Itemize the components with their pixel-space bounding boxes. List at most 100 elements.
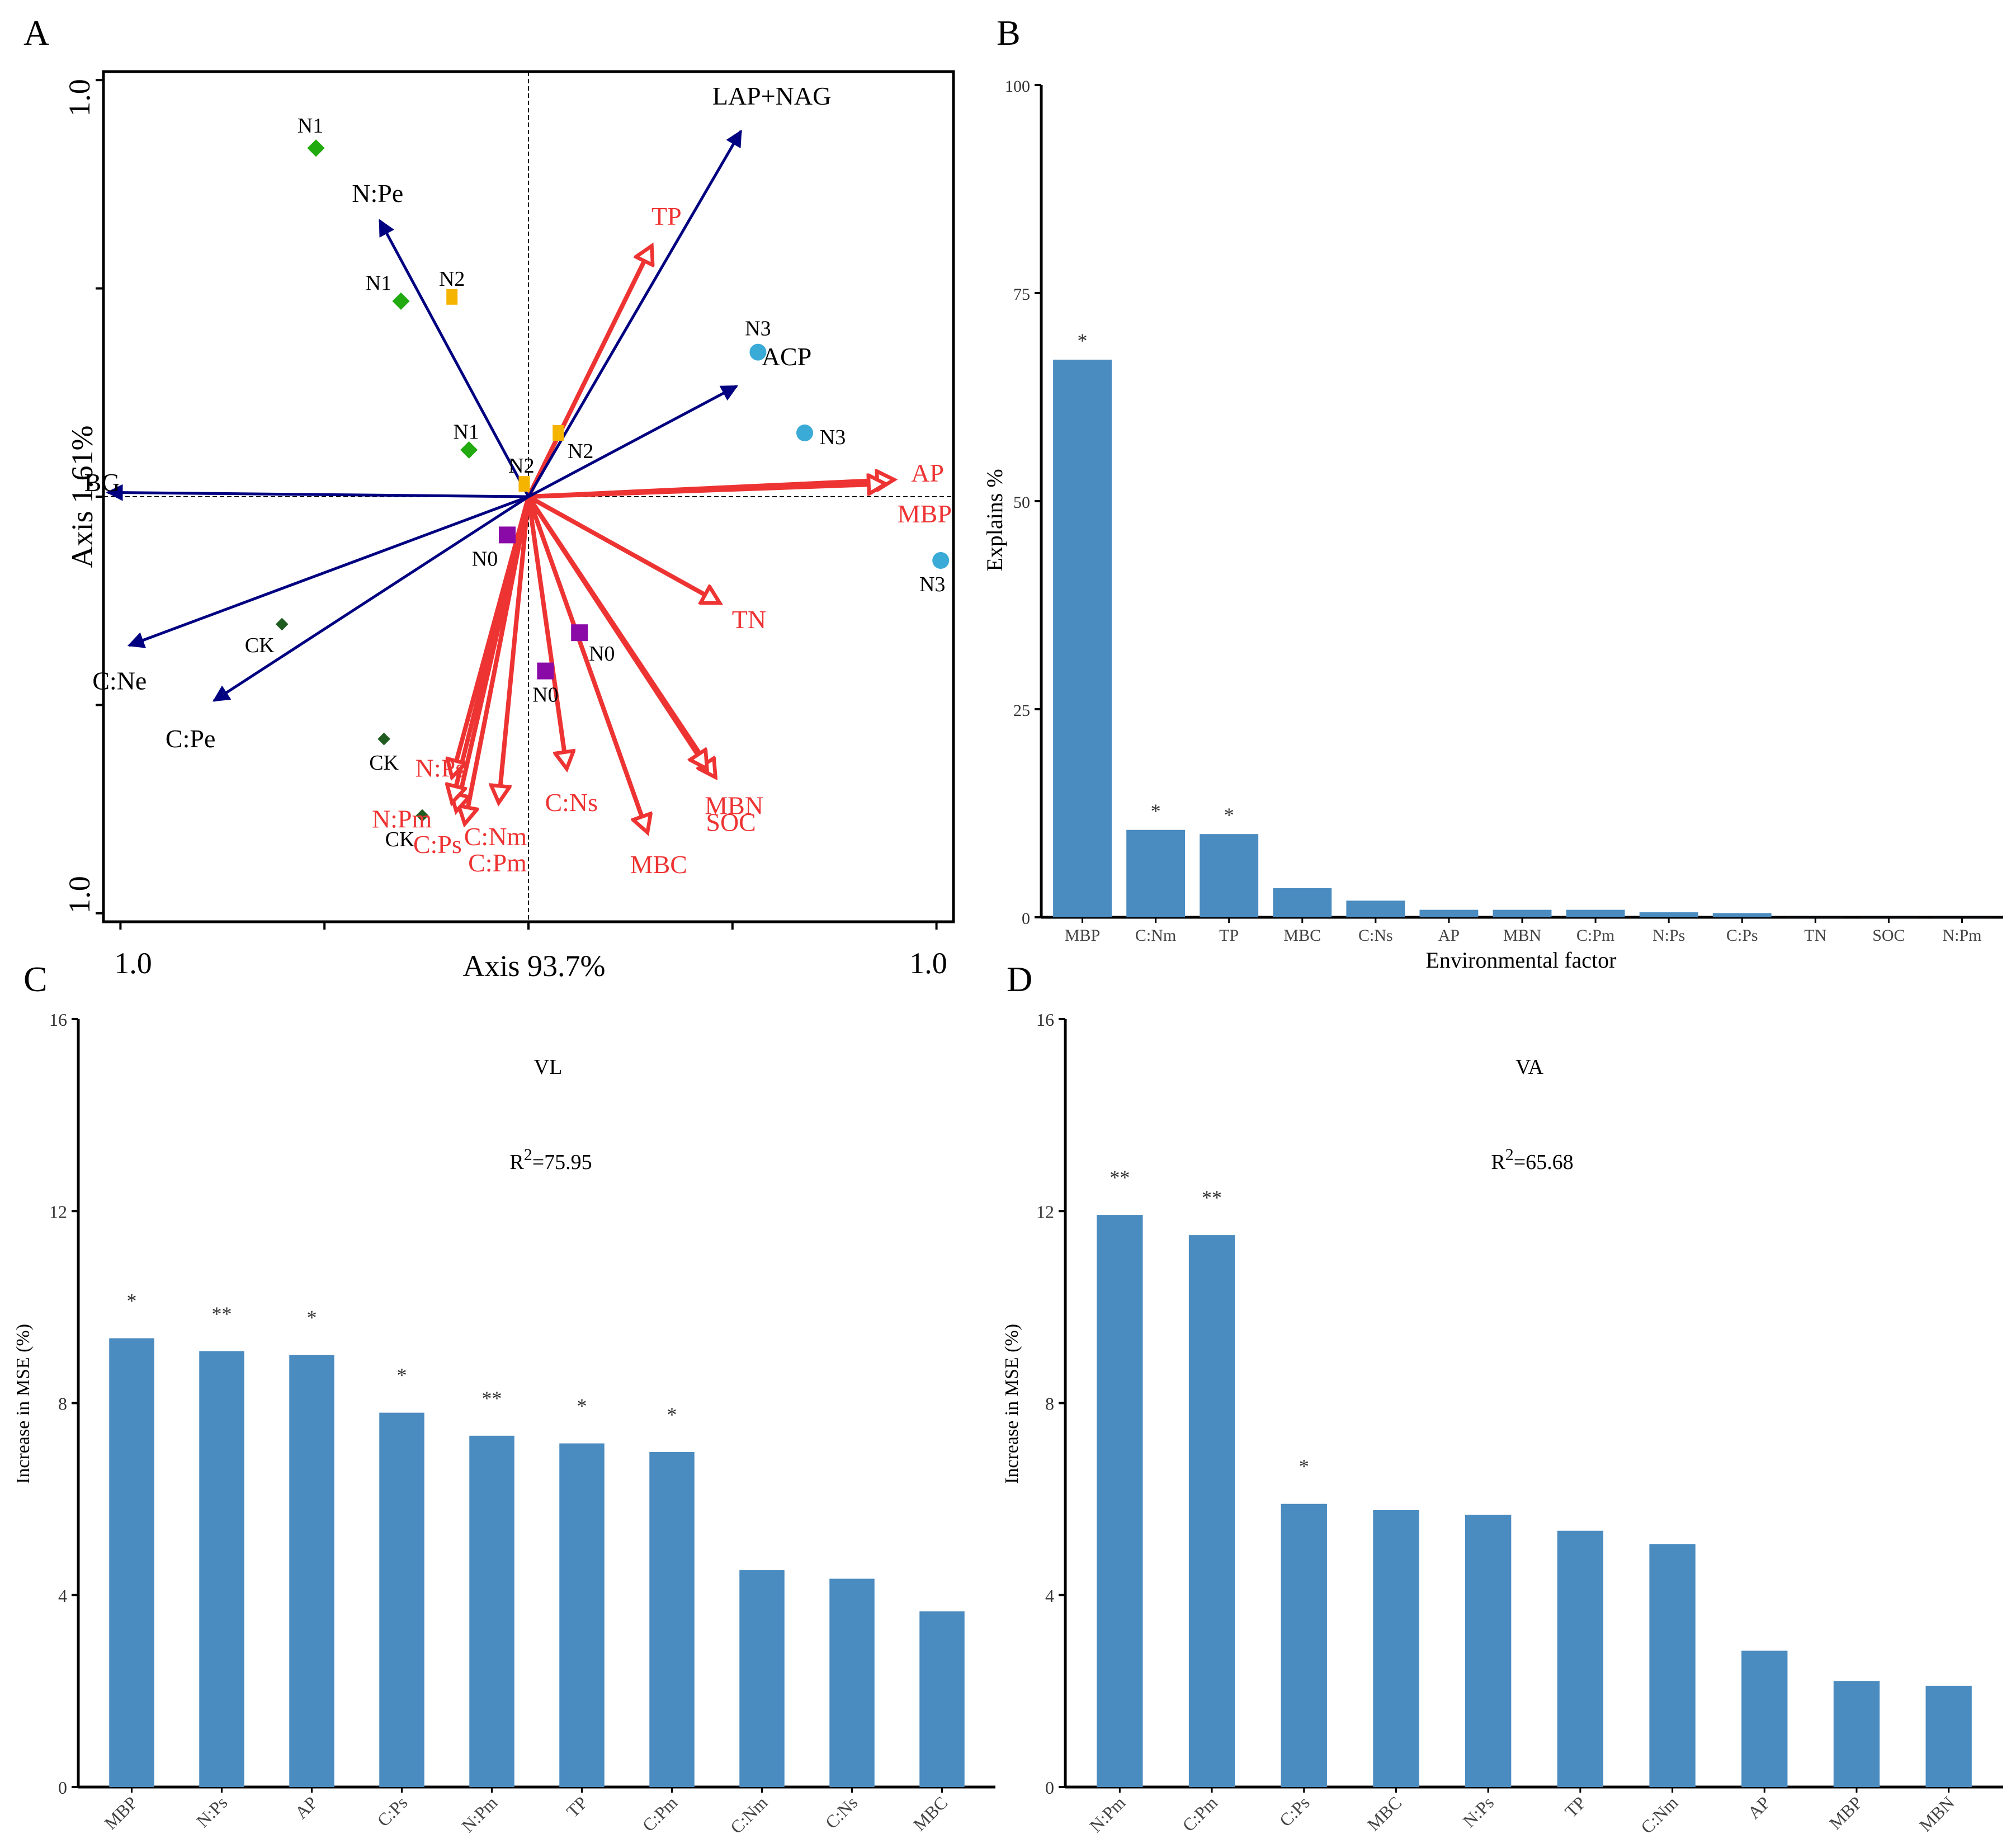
b-bar-mbp: [1053, 360, 1112, 917]
panel-b-xlabel: Environmental factor: [1426, 947, 1617, 973]
c-xtick-label-tp: TP: [563, 1792, 592, 1821]
panel-c-bars: * MBP ** N:Ps * AP * C:Ps ** N:Pm * TP * C:Pm C:Nm C:Ns…: [100, 1290, 965, 1837]
c-sig-c-ps: *: [397, 1364, 407, 1387]
panel-b-ylabel: Explains %: [982, 469, 1007, 571]
d-bar-c-nm: [1649, 1544, 1696, 1787]
sample-label-n0-10: N0: [589, 642, 615, 666]
b-bar-mbc: [1273, 888, 1332, 917]
env-label-ap: AP: [911, 459, 944, 487]
panel-d-bar-chart: 0 4 8 12 16 ** N:Pm ** C:Pm * C:Ps MBC N:Ps TP C:Nm AP…: [1002, 1010, 2003, 1837]
c-sig-n-ps: **: [212, 1303, 232, 1325]
env-vector-c-ns-7: [526, 496, 566, 769]
sample-label-n1-2: N1: [453, 420, 479, 444]
d-xtick-label-mbn: MBN: [1915, 1792, 1958, 1835]
b-bar-n-ps: [1639, 912, 1698, 917]
sample-point-n0-10: N0: [571, 624, 615, 666]
panel-letter-a: A: [23, 13, 49, 53]
c-bar-mbc: [919, 1611, 965, 1787]
c-sig-mbp: *: [127, 1290, 137, 1312]
c-bar-c-ns: [829, 1578, 875, 1787]
d-ytick-label-0: 0: [1045, 1778, 1054, 1798]
d-bar-mbn: [1925, 1685, 1972, 1787]
env-label-n-ps: N:Ps: [416, 753, 465, 782]
panel-a-xtick-right: 1.0: [909, 946, 947, 980]
sample-label-n1-1: N1: [366, 271, 391, 295]
sample-label-n2-5: N2: [508, 454, 534, 478]
enzyme-label-bg: BG: [84, 468, 120, 497]
panel-b-bar-chart: 0 25 50 75 100 * MBP * C:Nm * TP MBC C:Ns AP MBN C:Pm N…: [982, 77, 2003, 973]
sample-point-n3-7: N3: [796, 425, 846, 449]
d-bar-tp: [1557, 1530, 1604, 1787]
c-xtick-label-n-ps: N:Ps: [192, 1792, 231, 1831]
enzyme-vector-bg: [106, 484, 529, 501]
d-bar-mbp: [1833, 1681, 1880, 1787]
d-bar-c-pm: [1188, 1235, 1235, 1787]
d-xtick-label-tp: TP: [1561, 1792, 1590, 1821]
d-xtick-label-c-pm: C:Pm: [1178, 1792, 1221, 1835]
env-label-n-pm: N:Pm: [372, 804, 432, 833]
d-ytick-label-4: 4: [1045, 1586, 1054, 1606]
c-bar-c-nm: [739, 1570, 785, 1787]
c-sig-n-pm: **: [482, 1387, 502, 1409]
b-sig-mbp: *: [1078, 329, 1088, 352]
panel-c-r2-value: =75.95: [532, 1151, 592, 1174]
b-xtick-label-c-ns: C:Ns: [1358, 926, 1393, 945]
panel-c-r2: R2=75.95: [509, 1145, 592, 1174]
b-xtick-label-n-pm: N:Pm: [1942, 926, 1981, 945]
env-label-c-pm: C:Pm: [468, 848, 527, 877]
d-xtick-label-ap: AP: [1744, 1792, 1774, 1822]
d-sig-n-pm: **: [1109, 1166, 1130, 1189]
panel-a-ylabel: Axis 1.61%: [65, 426, 99, 568]
sample-point-n1-2: N1: [453, 420, 479, 459]
d-xtick-label-n-pm: N:Pm: [1085, 1792, 1129, 1836]
d-sig-c-pm: **: [1202, 1186, 1222, 1209]
b-xtick-label-mbc: MBC: [1283, 926, 1321, 945]
sample-point-n2-4: N2: [553, 425, 593, 463]
enzyme-vector-lap-nag: [527, 129, 743, 498]
panel-a-rda-biplot: 1.0 1.0 1.0 1.0 Axis 93.7% Axis 1.61% LA…: [63, 70, 955, 983]
sample-point-n0-11: N0: [532, 662, 559, 707]
sample-point-ck-14: CK: [385, 809, 429, 851]
enzyme-label-n-pe: N:Pe: [352, 179, 403, 208]
sample-label-n1-0: N1: [298, 114, 323, 138]
b-ytick-label-50: 50: [1013, 493, 1030, 512]
c-xtick-label-c-ps: C:Ps: [373, 1792, 411, 1830]
c-xtick-label-mbc: MBC: [909, 1792, 952, 1835]
d-bar-c-ps: [1281, 1503, 1327, 1787]
b-ytick-label-100: 100: [1005, 77, 1030, 96]
sample-label-n0-11: N0: [532, 683, 558, 707]
panel-d-r2: R2=65.68: [1491, 1145, 1573, 1174]
sample-label-n2-4: N2: [568, 440, 593, 463]
d-bar-n-pm: [1097, 1215, 1143, 1787]
panel-c-r2-sup: 2: [524, 1145, 532, 1164]
b-ytick-label-25: 25: [1013, 701, 1030, 720]
b-xtick-label-ap: AP: [1438, 926, 1460, 945]
b-sig-tp: *: [1224, 804, 1234, 826]
d-bar-mbc: [1373, 1510, 1419, 1787]
env-label-c-ns: C:Ns: [545, 788, 598, 817]
sample-label-ck-14: CK: [385, 828, 415, 851]
panel-a-enzyme-vectors: LAP+NAG N:Pe ACP BG C:Ne C:Pe: [84, 82, 832, 753]
enzyme-vector-n-pe: [378, 219, 530, 498]
c-xtick-label-ap: AP: [291, 1792, 321, 1822]
c-bar-tp: [559, 1443, 605, 1787]
panel-a-xlabel: Axis 93.7%: [463, 949, 606, 983]
panel-b-bars: * MBP * C:Nm * TP MBC C:Ns AP MBN C:Pm N:Ps C:Ps TN SO…: [1053, 329, 1991, 945]
sample-point-n3-6: N3: [745, 317, 771, 361]
panel-a-ticks: [96, 79, 938, 930]
panel-d-title: VA: [1515, 1055, 1544, 1079]
d-ytick-label-8: 8: [1045, 1394, 1054, 1414]
panel-a-ytick-top: 1.0: [63, 79, 96, 117]
panel-c-r2-prefix: R: [509, 1151, 524, 1174]
env-vector-n-ps-12: [452, 496, 531, 777]
env-label-mbc: MBC: [630, 850, 687, 879]
d-xtick-label-c-nm: C:Nm: [1637, 1792, 1682, 1837]
panel-d-ylabel: Increase in MSE (%): [1002, 1324, 1022, 1484]
c-bar-ap: [289, 1355, 334, 1787]
panel-letter-c: C: [23, 959, 48, 999]
c-bar-n-pm: [469, 1435, 514, 1787]
sample-label-ck-13: CK: [369, 751, 399, 775]
c-sig-c-pm: *: [667, 1403, 677, 1426]
b-ytick-label-75: 75: [1013, 285, 1030, 304]
